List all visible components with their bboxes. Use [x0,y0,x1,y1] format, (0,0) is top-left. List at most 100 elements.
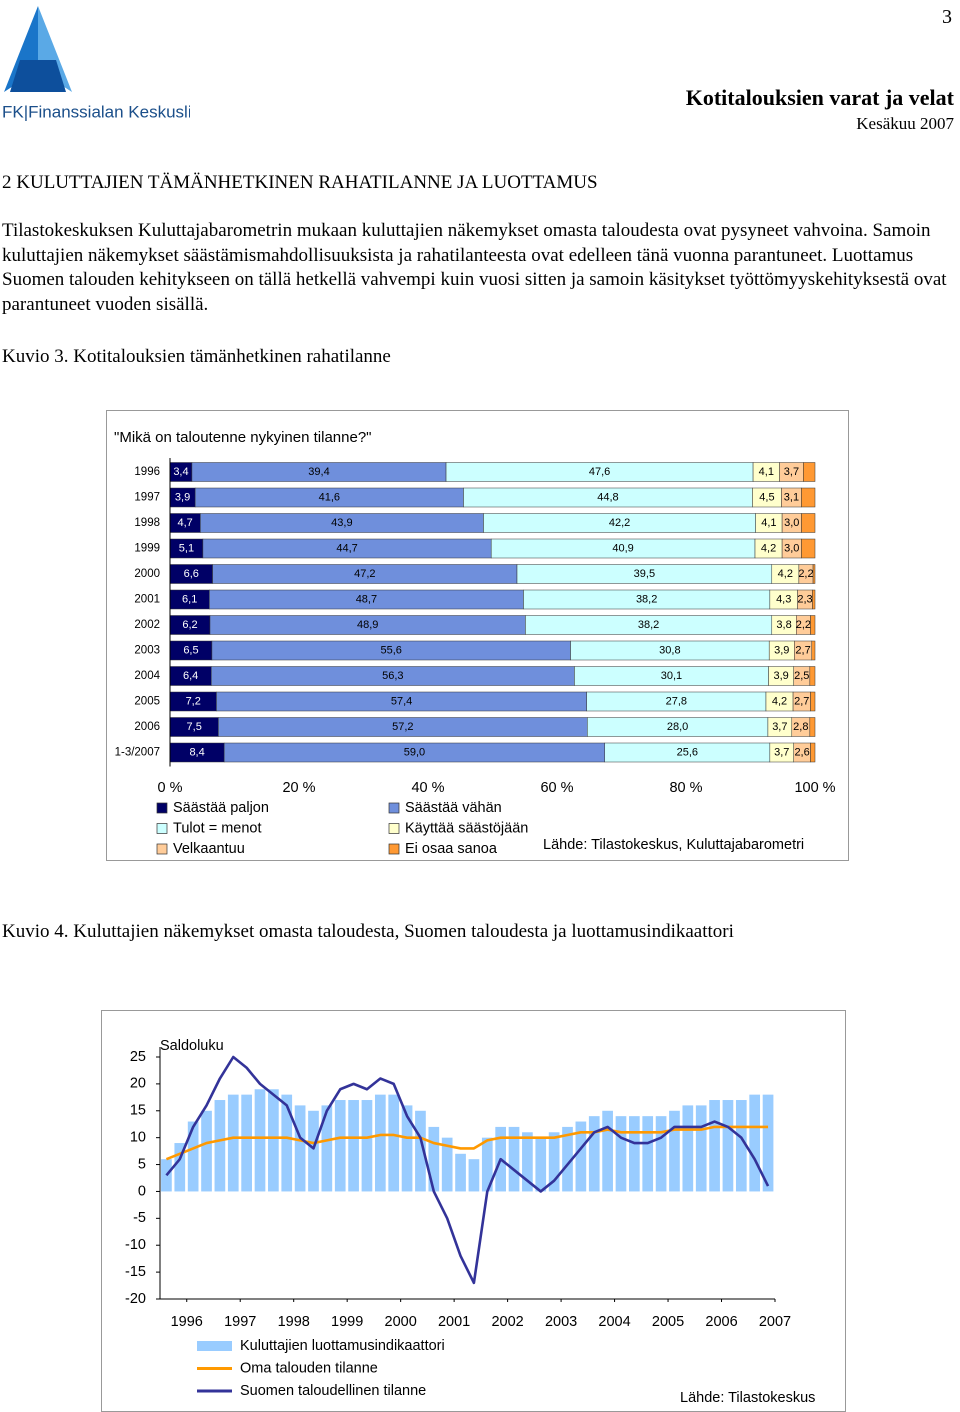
bar [174,1143,186,1192]
legend-label: Oma talouden tilanne [240,1360,378,1376]
x-tick-label: 2000 [385,1314,417,1330]
bar [562,1126,573,1192]
header-title: Kotitalouksien varat ja velat [685,85,954,110]
logo: FK|Finanssialan Keskusliitto [2,6,190,121]
y-tick-label: 2003 [134,645,160,657]
data-label: 7,5 [187,721,202,733]
y-tick-label: 1999 [134,543,160,555]
chart-source: Lähde: Tilastokeskus, Kuluttajabarometri [543,837,804,853]
bar [201,1110,212,1192]
x-tick-label: 1998 [278,1314,310,1330]
bar [642,1116,654,1192]
bar-segment [803,462,816,482]
legend-label: Velkaantuu [173,841,245,857]
bar [374,1094,386,1192]
data-label: 59,0 [404,746,425,758]
y-tick-label: 10 [130,1129,146,1145]
y-tick-label: -10 [125,1237,146,1253]
y-tick-label: 2006 [134,721,160,733]
y-tick-label: 2001 [134,594,160,606]
x-tick-label: 1997 [224,1314,256,1330]
data-label: 3,7 [774,746,789,758]
data-label: 2,2 [796,619,811,631]
y-tick-label: -5 [133,1210,146,1226]
y-tick-label: 5 [138,1156,146,1172]
y-tick-label: 0 [138,1183,146,1199]
data-label: 44,8 [597,491,618,503]
data-label: 39,4 [308,466,329,478]
chart-frame [106,410,849,861]
bar [308,1110,319,1192]
bar-segment [809,717,816,737]
bar-segment [801,487,816,508]
data-label: 41,6 [319,491,340,503]
bar [735,1100,747,1192]
data-label: 48,9 [357,619,378,631]
data-label: 55,6 [381,644,402,656]
data-label: 2,7 [794,695,809,707]
data-label: 3,7 [772,721,787,733]
x-tick-label: 100 % [794,780,835,796]
bar [428,1126,440,1192]
data-label: 44,7 [336,542,357,554]
data-label: 6,1 [182,593,197,605]
paragraph: Tilastokeskuksen Kuluttajabarometrin muk… [2,220,947,315]
bar-segment [810,742,816,763]
bar [508,1126,520,1192]
y-tick-label: 1996 [134,466,160,478]
data-label: 4,2 [761,542,776,554]
bar [522,1132,533,1192]
y-tick-label: 2000 [134,568,160,580]
legend-label: Suomen taloudellinen tilanne [240,1383,426,1399]
data-label: 3,9 [773,670,788,682]
y-tick-label: 1-3/2007 [115,747,160,759]
figure-caption: Kuvio 3. Kotitalouksien tämänhetkinen ra… [2,346,391,367]
bar [575,1121,587,1192]
data-label: 3,9 [175,491,190,503]
data-label: 56,3 [382,670,403,682]
y-tick-label: 1997 [134,492,160,504]
bar [334,1100,346,1192]
x-tick-label: 2003 [545,1314,577,1330]
data-label: 40,9 [612,542,633,554]
page-number: 3 [942,6,952,28]
y-tick-label: -15 [125,1264,146,1280]
data-label: 57,2 [392,721,413,733]
bar [655,1116,667,1192]
bar [361,1100,373,1192]
data-label: 2,6 [794,746,809,758]
bar [388,1094,400,1192]
bar [588,1116,600,1192]
data-label: 28,0 [667,721,688,733]
legend-swatch [156,823,168,834]
data-label: 6,2 [182,619,197,631]
data-label: 3,1 [784,491,799,503]
data-label: 2,3 [797,593,812,605]
y-tick-label: 20 [130,1076,146,1092]
section-heading: 2 KULUTTAJIEN TÄMÄNHETKINEN RAHATILANNE … [2,172,598,193]
legend-swatch [388,843,400,855]
bar [441,1137,453,1192]
data-label: 48,7 [356,593,377,605]
data-label: 39,5 [634,568,655,580]
bar [348,1100,359,1192]
bar [709,1100,720,1192]
chart-1: "Mikä on taloutenne nykyinen tilanne?" L… [106,410,849,861]
bar [187,1121,199,1192]
bar [214,1100,226,1192]
bar [669,1110,680,1192]
x-tick-label: 60 % [540,780,573,796]
legend-label: Ei osaa sanoa [405,841,498,857]
x-tick-label: 0 % [158,780,183,796]
legend-swatch [156,843,168,855]
bar [281,1094,293,1192]
data-label: 47,2 [354,568,375,580]
data-label: 2,5 [794,670,809,682]
bar [722,1100,734,1192]
data-label: 3,4 [173,466,188,478]
data-label: 3,9 [774,644,789,656]
bar [321,1105,333,1192]
bar [749,1094,761,1192]
chart-title: "Mikä on taloutenne nykyinen tilanne?" [114,429,371,446]
